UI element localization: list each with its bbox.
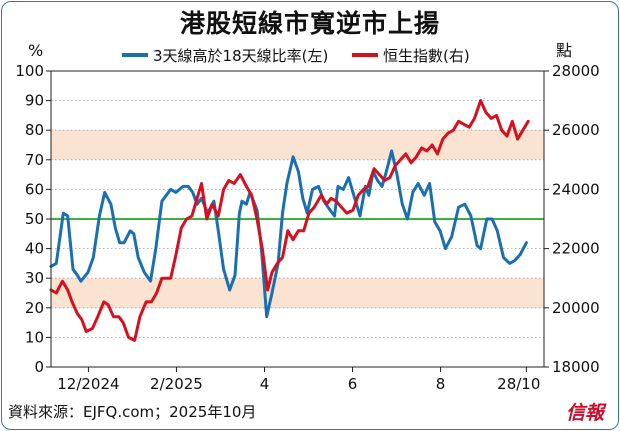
x-tick-label-1: 2/2025 xyxy=(150,375,203,393)
series-line-hsi xyxy=(49,99,530,342)
left-tick-label-0: 0 xyxy=(34,358,44,376)
x-tick-label-2: 4 xyxy=(260,375,270,393)
right-axis-unit: 點 xyxy=(556,41,572,60)
left-tick-label-60: 60 xyxy=(25,180,44,198)
left-tick-label-100: 100 xyxy=(15,62,44,80)
series-group xyxy=(49,99,530,342)
grid-group xyxy=(51,100,544,338)
left-tick-label-50: 50 xyxy=(25,210,44,228)
left-tick-label-80: 80 xyxy=(25,121,44,139)
publisher-logo: 信報 xyxy=(566,402,605,424)
series-line-breadth xyxy=(49,149,528,319)
left-tick-label-10: 10 xyxy=(25,328,44,346)
legend-label-1: 恒生指數(右) xyxy=(383,47,470,65)
left-tick-label-70: 70 xyxy=(25,151,44,169)
shaded-band-0 xyxy=(51,278,544,308)
right-tick-label-26000: 26000 xyxy=(552,121,600,139)
right-tick-label-20000: 20000 xyxy=(552,299,600,317)
right-tick-label-18000: 18000 xyxy=(552,358,600,376)
source-note: 資料來源：EJFQ.com；2025年10月 xyxy=(8,403,257,421)
left-tick-label-30: 30 xyxy=(25,269,44,287)
right-tick-label-28000: 28000 xyxy=(552,62,600,80)
x-tick-label-3: 6 xyxy=(348,375,358,393)
shaded-band-1 xyxy=(51,130,544,160)
x-tick-label-5: 28/10 xyxy=(497,375,540,393)
x-tick-label-4: 8 xyxy=(436,375,446,393)
left-axis-unit: % xyxy=(28,41,43,60)
left-tick-label-90: 90 xyxy=(25,92,44,110)
right-tick-label-22000: 22000 xyxy=(552,240,600,258)
axes-group: 0 10 20 30 40 50 60 70 80 90 100 18000 20000 22000 240… xyxy=(15,41,599,393)
left-tick-label-20: 20 xyxy=(25,299,44,317)
left-tick-label-40: 40 xyxy=(25,240,44,258)
x-tick-label-0: 12/2024 xyxy=(57,375,119,393)
right-tick-label-24000: 24000 xyxy=(552,180,600,198)
legend-label-0: 3天線高於18天線比率(左) xyxy=(153,47,328,65)
legend-group: 3天線高於18天線比率(左) 恒生指數(右) xyxy=(122,47,470,65)
bands-group xyxy=(51,130,544,308)
chart-title: 港股短線市寬逆市上揚 xyxy=(179,9,440,38)
